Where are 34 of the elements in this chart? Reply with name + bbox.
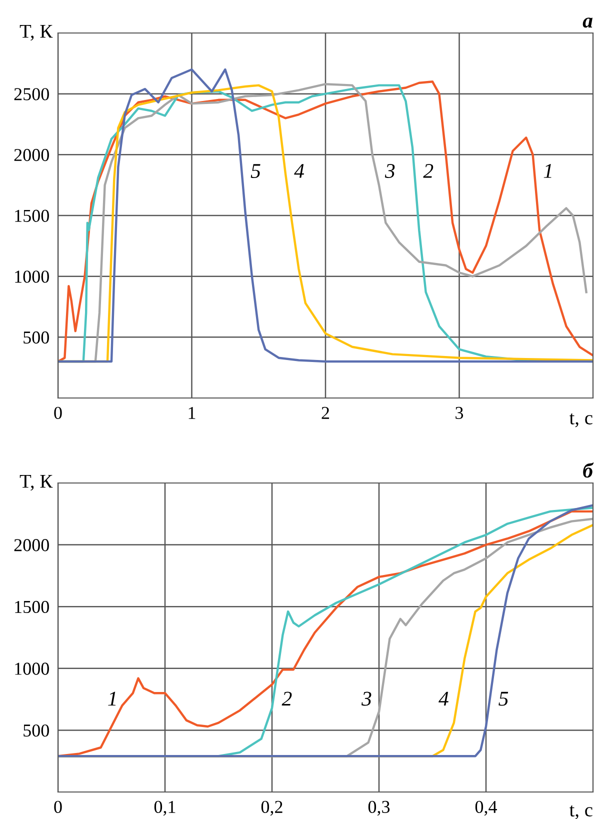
series-label: 5 [498, 692, 508, 706]
y-tick-label: 1000 [15, 662, 49, 675]
y-tick-label: 2000 [14, 148, 49, 162]
chart-title: б [583, 462, 594, 478]
x-tick-label: 0,3 [368, 800, 390, 816]
x-tick-label: 0 [54, 406, 62, 420]
x-tick-label: 0,1 [154, 800, 176, 816]
x-axis-title: t, с [569, 413, 592, 428]
series-label: 3 [384, 164, 395, 178]
x-tick-label: 1 [188, 406, 196, 419]
x-tick-label: 0,2 [261, 800, 282, 816]
series-label: 1 [108, 692, 116, 706]
series-label: 2 [423, 164, 434, 178]
y-tick-label: 1500 [15, 210, 49, 222]
chart-title: а [582, 18, 592, 28]
x-tick-label: 3 [456, 406, 464, 420]
series-label: 5 [250, 164, 260, 178]
series-label: 4 [438, 692, 448, 706]
y-tick-label: 2000 [14, 539, 49, 552]
y-tick-label: 2500 [14, 88, 49, 100]
x-tick-label: 0 [54, 800, 62, 814]
series-label: 3 [362, 692, 372, 706]
series-label: 1 [544, 164, 552, 178]
y-tick-label: 1000 [15, 270, 49, 283]
x-tick-label: 2 [322, 406, 330, 419]
y-tick-label: 1500 [15, 600, 49, 614]
y-tick-label: 500 [24, 724, 49, 737]
x-tick-label: 0,4 [475, 800, 498, 816]
series-label: 4 [294, 164, 304, 178]
series-label: 2 [282, 692, 292, 706]
y-tick-label: 500 [24, 331, 49, 344]
y-axis-title: T, К [20, 24, 53, 41]
x-axis-title: t, с [569, 805, 592, 819]
y-axis-title: T, К [20, 474, 53, 491]
